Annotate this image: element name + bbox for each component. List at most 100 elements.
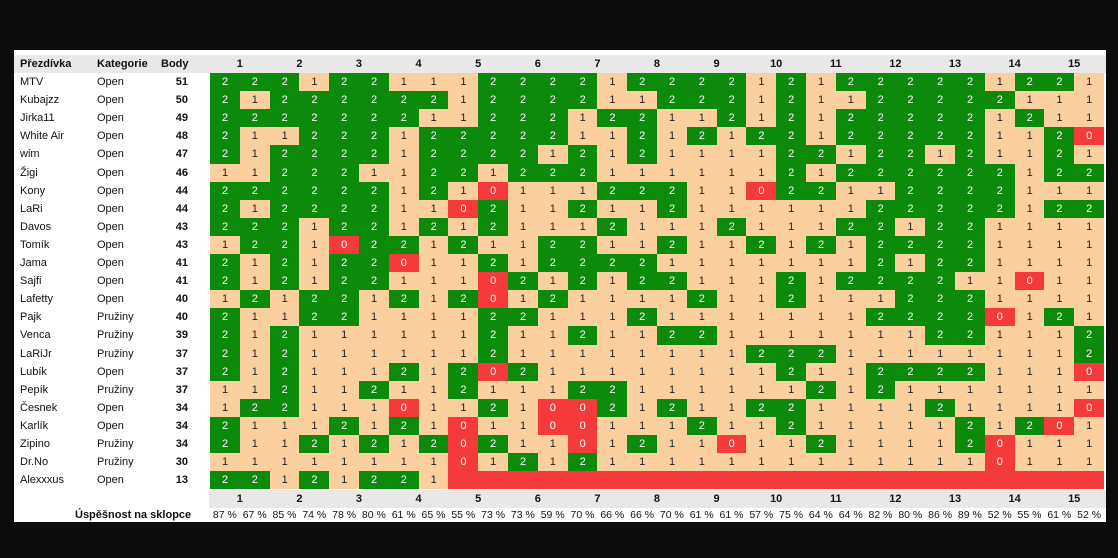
score-cell: 1 [835,199,866,218]
station-header: 14 [1008,58,1021,70]
score-cell: 1 [239,91,270,110]
score-cell: 1 [597,344,628,363]
score-cell: 1 [984,326,1015,345]
score-cell: 1 [239,344,270,363]
score-cell: 1 [984,109,1015,128]
name: LaRiJr [20,347,52,360]
score-cell: 1 [984,217,1015,237]
station-footer: 6 [534,493,541,505]
score-cell: 1 [1014,435,1045,454]
score-cell: 1 [657,254,688,273]
score-cell: 1 [239,254,270,273]
score-cell: 2 [865,163,896,182]
score-cell: 2 [925,109,956,128]
station-header: 15 [1068,58,1081,70]
score-cell: 2 [448,235,479,255]
score-cell: 0 [984,453,1015,472]
score-cell: 2 [806,435,837,454]
score-cell: 1 [895,326,926,345]
score-cell: 1 [1074,109,1105,128]
score-cell: 2 [448,362,479,381]
score-cell: 2 [865,217,896,237]
score-cell: 1 [418,453,449,472]
station-footer: 7 [594,493,601,505]
score-cell: 1 [448,326,479,345]
success-rate: 80 % [361,509,386,521]
score-cell: 2 [1014,73,1045,92]
success-rate: 86 % [928,509,953,521]
name: Lubík [20,365,47,378]
score-cell: 1 [448,308,479,327]
score-cell: 2 [1014,109,1045,128]
points: 48 [175,130,188,143]
points: 30 [175,456,188,469]
score-cell: 1 [835,235,866,255]
score-cell: 2 [269,235,300,255]
points: 43 [175,220,188,233]
score-cell: 2 [388,362,419,381]
score-cell: 1 [657,453,688,472]
score-cell: 1 [835,326,866,345]
score-cell: 2 [955,435,986,454]
score-cell: 1 [597,73,628,92]
score-cell: 1 [627,416,658,436]
name: Lafetty [20,293,54,306]
score-cell: 2 [776,272,807,291]
score-cell: 1 [537,326,568,345]
score-cell: 2 [776,416,807,436]
score-cell: 1 [1014,453,1045,472]
score-cell: 1 [806,217,837,237]
points: 40 [175,293,188,306]
score-cell: 1 [388,326,419,345]
score-cell: 2 [895,73,926,92]
score-cell: 2 [865,235,896,255]
score-cell [686,471,717,490]
score-cell: 2 [418,217,449,237]
score-cell: 1 [299,326,330,345]
score-cell: 1 [508,181,539,200]
score-cell [865,471,896,490]
score-cell: 2 [508,127,539,146]
score-cell: 2 [299,163,330,182]
score-cell: 1 [359,398,390,418]
score-cell: 2 [537,73,568,92]
success-rate: 61 % [1047,509,1072,521]
score-cell: 2 [239,217,270,237]
score-cell: 2 [388,471,419,490]
score-cell: 1 [597,435,628,454]
score-cell: 2 [746,344,777,363]
score-cell: 2 [537,254,568,273]
score-cell: 2 [865,73,896,92]
success-rate: 66 % [630,509,655,521]
score-cell: 0 [1014,272,1045,291]
score-cell: 2 [239,398,270,418]
score-cell: 0 [329,235,360,255]
score-cell: 1 [657,308,688,327]
name: Jirka11 [20,112,55,125]
score-cell: 1 [210,398,241,418]
points: 46 [175,166,188,179]
score-cell: 1 [686,272,717,291]
station-footer: 10 [770,493,783,505]
score-cell: 2 [418,127,449,146]
score-cell: 1 [1014,235,1045,255]
score-cell [597,471,628,490]
name: Karlík [20,419,49,432]
score-cell: 1 [299,398,330,418]
score-cell: 1 [329,453,360,472]
score-cell: 2 [239,471,270,490]
score-cell: 1 [657,109,688,128]
score-cell: 2 [925,326,956,345]
points: 34 [175,401,188,414]
score-cell: 1 [716,181,747,200]
score-cell: 2 [597,398,628,418]
score-cell: 1 [806,308,837,327]
score-cell: 2 [627,308,658,327]
score-cell: 2 [776,344,807,363]
points: 44 [175,202,188,215]
score-cell: 2 [716,109,747,128]
score-cell: 2 [567,73,598,92]
score-cell: 2 [865,380,896,399]
score-cell: 2 [210,344,241,363]
score-cell: 2 [657,398,688,418]
